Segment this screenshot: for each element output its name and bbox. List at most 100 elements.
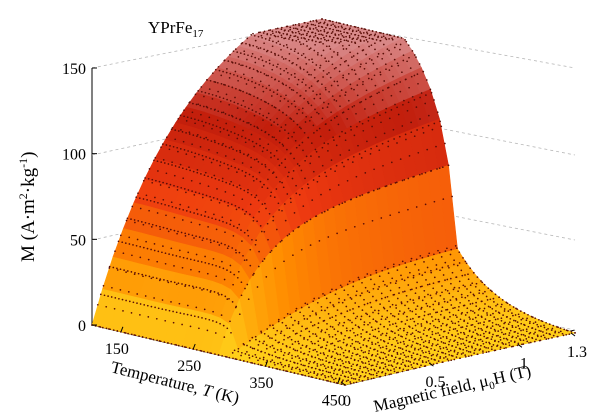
surface-dot <box>410 131 413 134</box>
surface-dot <box>492 333 494 336</box>
surface-dot <box>211 217 213 220</box>
surface-dot <box>439 120 441 123</box>
surface-dot <box>320 329 323 331</box>
surface-dot <box>337 34 340 36</box>
surface-dot <box>426 148 429 151</box>
surface-dot <box>407 177 410 180</box>
surface-dot <box>352 373 355 375</box>
surface-dot <box>267 102 270 105</box>
surface-dot <box>290 118 293 120</box>
surface-dot <box>519 310 522 312</box>
surface-dot <box>527 313 529 316</box>
surface-dot <box>316 53 319 56</box>
surface-dot <box>244 213 246 215</box>
surface-dot <box>292 230 295 232</box>
surface-dot <box>478 292 481 294</box>
surface-dot <box>224 145 227 148</box>
surface-dot <box>350 33 353 35</box>
surface-dot <box>287 175 289 178</box>
surface-dot <box>212 320 214 322</box>
surface-dot <box>469 303 472 305</box>
surface-dot <box>483 283 486 286</box>
surface-dot <box>124 242 127 244</box>
surface-dot <box>510 340 512 342</box>
surface-dot <box>165 136 168 139</box>
surface-dot <box>344 334 346 337</box>
surface-dot <box>269 118 272 121</box>
surface-dot <box>393 46 396 49</box>
surface-dot <box>404 337 407 340</box>
surface-dot <box>380 217 383 219</box>
surface-dot <box>298 225 300 228</box>
surface-dot <box>345 59 347 62</box>
surface-dot <box>439 347 442 350</box>
surface-dot <box>196 169 199 171</box>
surface-dot <box>249 44 251 47</box>
surface-dot <box>542 331 544 333</box>
surface-dot <box>309 360 311 363</box>
surface-dot <box>216 198 219 200</box>
surface-dot <box>130 271 133 273</box>
surface-dot <box>425 361 428 363</box>
surface-dot <box>431 333 434 336</box>
surface-dot <box>366 32 369 35</box>
surface-dot <box>362 80 364 83</box>
surface-dot <box>367 360 370 363</box>
surface-dot <box>460 343 463 345</box>
surface-dot <box>393 83 396 86</box>
surface-dot <box>199 136 202 139</box>
surface-dot <box>388 117 391 120</box>
surface-dot <box>460 326 462 329</box>
surface-dot <box>431 330 434 333</box>
surface-dot <box>357 325 360 328</box>
surface-dot <box>303 222 306 224</box>
surface-dot <box>274 52 276 55</box>
surface-dot <box>338 70 341 73</box>
surface-dot <box>332 36 335 39</box>
surface-dot <box>359 40 362 42</box>
surface-dot <box>201 154 204 157</box>
surface-dot <box>163 162 166 164</box>
surface-dot <box>525 330 528 333</box>
surface-dot <box>356 38 358 41</box>
surface-dot <box>407 307 410 310</box>
surface-dot <box>421 350 424 352</box>
surface-dot <box>257 35 260 38</box>
surface-dot <box>423 355 426 358</box>
surface-dot <box>517 325 520 327</box>
surface-dot <box>407 44 410 47</box>
surface-dot <box>523 312 526 314</box>
surface-dot <box>182 256 185 259</box>
surface-dot <box>323 21 326 24</box>
surface-dot <box>309 315 311 317</box>
surface-dot <box>278 130 281 132</box>
surface-dot <box>374 84 377 87</box>
surface-dot <box>374 335 377 338</box>
surface-dot <box>522 339 525 342</box>
surface-dot <box>481 340 484 343</box>
surface-dot <box>425 79 428 81</box>
surface-dot <box>421 285 423 288</box>
surface-dot <box>181 131 184 133</box>
surface-dot <box>440 256 443 258</box>
surface-dot <box>146 199 148 201</box>
surface-dot <box>250 34 253 36</box>
surface-dot <box>339 364 342 367</box>
surface-dot <box>263 183 265 186</box>
surface-dot <box>394 182 397 184</box>
surface-dot <box>466 288 468 290</box>
surface-dot <box>246 283 249 286</box>
surface-dot <box>287 30 290 32</box>
surface-dot <box>264 351 266 354</box>
surface-dot <box>308 347 311 350</box>
surface-dot <box>405 294 408 297</box>
surface-dot <box>359 355 361 357</box>
surface-dot <box>336 115 338 118</box>
surface-dot <box>268 62 271 65</box>
surface-dot <box>263 30 266 33</box>
surface-dot <box>559 330 562 333</box>
surface-dot <box>398 310 401 312</box>
surface-dot <box>375 39 378 41</box>
surface-dot <box>271 354 274 357</box>
surface-dot <box>204 215 206 217</box>
